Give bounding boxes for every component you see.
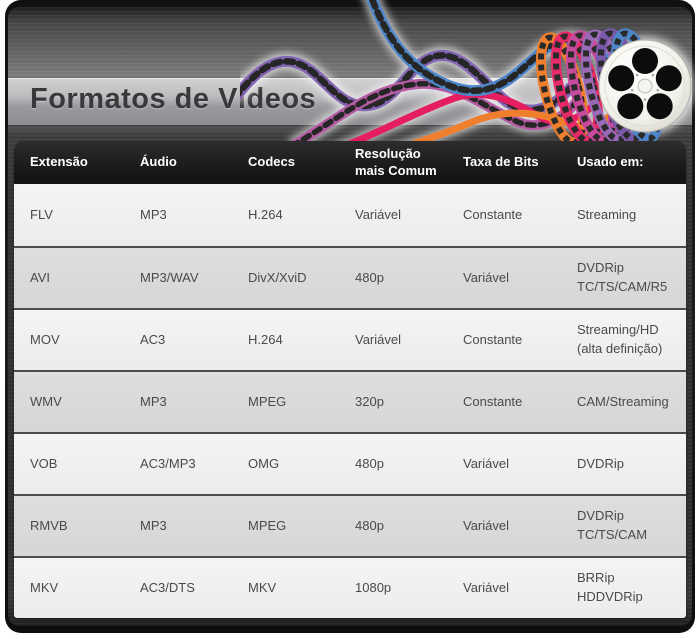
table-cell: Variável bbox=[355, 206, 402, 222]
table-header-row: Extensão Áudio Codecs Resolução mais Com… bbox=[14, 141, 686, 184]
table-cell: DVDRip TC/TS/CAM/R5 bbox=[577, 260, 668, 294]
table-cell: MKV bbox=[248, 579, 277, 595]
table-cell: 480p bbox=[355, 269, 384, 285]
page-title: Formatos de Vídeos bbox=[30, 83, 317, 115]
table-row: MKV AC3/DTS MKV 1080p Variável BRRip HDD… bbox=[14, 556, 686, 618]
table-cell: Variável bbox=[355, 331, 402, 347]
table-cell: MP3 bbox=[140, 517, 167, 533]
table-cell: AVI bbox=[30, 269, 50, 285]
table-row: VOB AC3/MP3 OMG 480p Variável DVDRip bbox=[14, 432, 686, 494]
table-cell: Constante bbox=[463, 206, 523, 222]
table-cell: H.264 bbox=[248, 331, 283, 347]
table-cell: 320p bbox=[355, 393, 384, 409]
table-cell: BRRip HDDVDRip bbox=[577, 570, 643, 604]
column-header-resolucao: Resolução mais Comum bbox=[355, 146, 437, 178]
table-cell: Variável bbox=[463, 269, 510, 285]
table-cell: OMG bbox=[248, 455, 280, 471]
video-formats-table: Extensão Áudio Codecs Resolução mais Com… bbox=[14, 141, 686, 618]
table-cell: 480p bbox=[355, 517, 384, 533]
table-row: AVI MP3/WAV DivX/XviD 480p Variável DVDR… bbox=[14, 246, 686, 308]
table-cell: Variável bbox=[463, 579, 510, 595]
table-cell: VOB bbox=[30, 455, 58, 471]
column-header-codecs: Codecs bbox=[248, 154, 295, 170]
table-cell: AC3 bbox=[140, 331, 166, 347]
table-cell: Streaming bbox=[577, 206, 637, 222]
table-cell: Variável bbox=[463, 517, 510, 533]
table-cell: 480p bbox=[355, 455, 384, 471]
table-cell: H.264 bbox=[248, 206, 283, 222]
table-cell: FLV bbox=[30, 206, 53, 222]
table-row: MOV AC3 H.264 Variável Constante Streami… bbox=[14, 308, 686, 370]
table-cell: DVDRip bbox=[577, 455, 624, 471]
table-cell: MKV bbox=[30, 579, 59, 595]
table-cell: DivX/XviD bbox=[248, 269, 307, 285]
column-header-extensao: Extensão bbox=[30, 154, 88, 170]
table-cell: Streaming/HD (alta definição) bbox=[577, 322, 663, 356]
table-row: RMVB MP3 MPEG 480p Variável DVDRip TC/TS… bbox=[14, 494, 686, 556]
table-cell: AC3/MP3 bbox=[140, 455, 196, 471]
table-cell: MP3/WAV bbox=[140, 269, 199, 285]
table-cell: DVDRip TC/TS/CAM bbox=[577, 508, 648, 542]
table-cell: Variável bbox=[463, 455, 510, 471]
column-header-audio: Áudio bbox=[140, 154, 177, 170]
table-cell: AC3/DTS bbox=[140, 579, 195, 595]
table-cell: MP3 bbox=[140, 206, 167, 222]
table-cell: Constante bbox=[463, 331, 523, 347]
table-cell: CAM/Streaming bbox=[577, 393, 669, 409]
table-cell: Constante bbox=[463, 393, 523, 409]
table-row: FLV MP3 H.264 Variável Constante Streami… bbox=[14, 184, 686, 246]
table-cell: WMV bbox=[30, 393, 62, 409]
column-header-taxa: Taxa de Bits bbox=[463, 154, 539, 170]
table-cell: 1080p bbox=[355, 579, 392, 595]
table-cell: MPEG bbox=[248, 393, 287, 409]
table-cell: MPEG bbox=[248, 517, 287, 533]
table-cell: MOV bbox=[30, 331, 60, 347]
table-row: WMV MP3 MPEG 320p Constante CAM/Streamin… bbox=[14, 370, 686, 432]
table-cell: RMVB bbox=[30, 517, 68, 533]
table-cell: MP3 bbox=[140, 393, 167, 409]
column-header-usado: Usado em: bbox=[577, 154, 644, 170]
